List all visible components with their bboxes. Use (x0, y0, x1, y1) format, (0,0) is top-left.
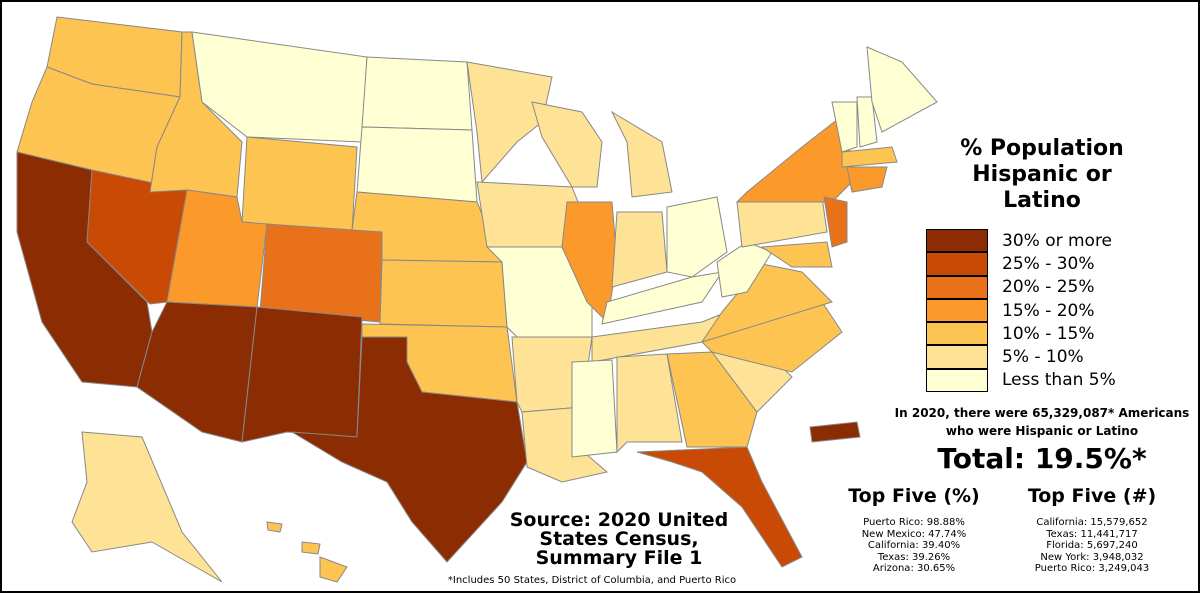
state (266, 521, 283, 533)
state (259, 223, 383, 323)
state (846, 166, 888, 193)
legend-item: 20% - 25% (926, 275, 1116, 299)
legend-item: 10% - 15% (926, 322, 1116, 346)
top-five-item: Florida: 5,697,240 (1046, 540, 1138, 551)
top-five-item: California: 15,579,652 (1036, 517, 1148, 528)
state (735, 111, 853, 203)
top-five-item: Puerto Rico: 98.88% (863, 517, 965, 528)
legend-item: 30% or more (926, 229, 1116, 253)
state (71, 431, 223, 583)
top-five-list: California: 15,579,652 Texas: 11,441,717 F… (1002, 517, 1182, 575)
state (611, 211, 668, 288)
legend-title: % Population Hispanic or Latino (960, 136, 1124, 213)
top-five-item: Puerto Rico: 3,249,043 (1034, 563, 1150, 574)
top-five-percent: Top Five (%) Puerto Rico: 98.88% New Mexi… (824, 485, 1004, 575)
legend-swatch (926, 345, 988, 369)
state (361, 56, 473, 131)
legend-label: 30% or more (1002, 230, 1113, 251)
legend-label: 20% - 25% (1002, 277, 1095, 298)
state (466, 61, 553, 184)
state (666, 196, 728, 278)
legend-label: Less than 5% (1002, 370, 1116, 391)
top-five-item: Arizona: 30.65% (872, 563, 956, 574)
state (823, 196, 848, 248)
state (760, 241, 833, 268)
state (241, 136, 358, 233)
top-five-list: Puerto Rico: 98.88% New Mexico: 47.74% Cal… (824, 517, 1004, 575)
legend-label: 10% - 15% (1002, 323, 1095, 344)
legend-swatch (926, 252, 988, 276)
legend-swatch (926, 275, 988, 299)
legend: 30% or more 25% - 30% 20% - 25% 15% - 20% 10… (926, 229, 1116, 393)
state (616, 353, 683, 454)
legend-item: 25% - 30% (926, 252, 1116, 276)
legend-label: 5% - 10% (1002, 347, 1084, 368)
legend-swatch (926, 368, 988, 393)
top-five-item: New York: 3,948,032 (1040, 551, 1144, 563)
state (301, 541, 321, 555)
state (191, 31, 368, 143)
state (666, 351, 758, 448)
state (636, 446, 803, 568)
legend-swatch (926, 229, 988, 253)
top-five-item: Texas: 11,441,717 (1046, 528, 1138, 540)
source: Source: 2020 United States Census, Summa… (509, 509, 729, 569)
legend-label: 15% - 20% (1002, 300, 1095, 321)
legend-swatch (926, 322, 988, 346)
state (866, 46, 938, 133)
top-five-title: Top Five (#) (1027, 485, 1157, 507)
footnote: *Includes 50 States, District of Columbi… (447, 575, 737, 586)
legend-item: 15% - 20% (926, 298, 1116, 323)
legend-label: 25% - 30% (1002, 253, 1095, 274)
state (831, 101, 858, 153)
top-five-number: Top Five (#) California: 15,579,652 Texas… (1002, 485, 1182, 575)
top-five-item: California: 39.40% (867, 540, 961, 551)
total: Total: 19.5%* (937, 442, 1147, 475)
state (319, 556, 348, 583)
state (856, 96, 878, 148)
state (809, 421, 861, 443)
state (291, 336, 528, 563)
top-five-title: Top Five (%) (848, 485, 980, 507)
state (610, 110, 673, 198)
state (531, 101, 603, 188)
legend-item: 5% - 10% (926, 345, 1116, 369)
state (841, 146, 898, 168)
state (136, 301, 258, 443)
states (16, 16, 938, 583)
note: In 2020, there were 65,329,087* American… (894, 406, 1190, 438)
state (241, 306, 363, 443)
state (571, 359, 618, 458)
state (736, 196, 828, 248)
top-five-item: Texas: 39.26% (877, 551, 951, 563)
state (379, 259, 508, 328)
top-five-item: New Mexico: 47.74% (861, 528, 967, 540)
state (601, 271, 724, 325)
legend-swatch (926, 298, 988, 323)
legend-item: Less than 5% (926, 368, 1116, 393)
state (356, 126, 478, 203)
